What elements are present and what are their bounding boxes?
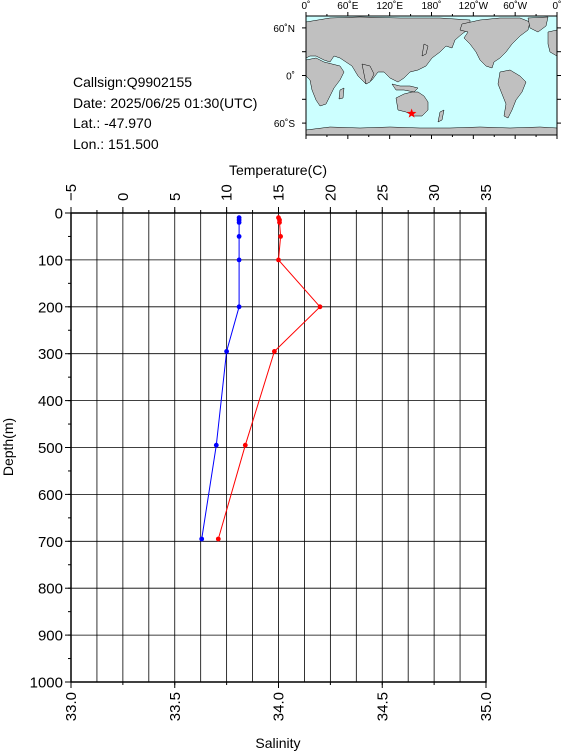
map-latitude-label: 60˚S (274, 118, 295, 130)
temperature-data-point (317, 304, 323, 310)
salinity-tick-label: 35.0 (478, 692, 495, 721)
map-longitude-label: 180˚ (421, 0, 441, 12)
temperature-axis-label: Temperature(C) (229, 162, 327, 178)
temperature-tick-label: 5 (167, 193, 184, 201)
land-europe-west (547, 29, 558, 57)
location-map: 0˚ 60˚E 120˚E 180˚ 120˚W 60˚W 0˚ 60˚N 0˚ 60˚S (273, 0, 562, 139)
salinity-tick-label: 34.0 (271, 692, 288, 721)
depth-tick-label: 200 (38, 299, 63, 316)
temperature-tick-label: −5 (63, 184, 80, 201)
depth-tick-label: 1000 (30, 675, 63, 692)
depth-tick-label: 300 (38, 346, 63, 363)
map-longitude-labels: 0˚ 60˚E 120˚E 180˚ 120˚W 60˚W 0˚ (302, 0, 562, 12)
map-longitude-label: 120˚E (376, 0, 403, 12)
chart-grid (71, 213, 486, 682)
latitude-text: Lat.: -47.970 (73, 115, 152, 131)
temperature-profile-line (217, 217, 321, 540)
depth-tick-label: 700 (38, 534, 63, 551)
land-australia (395, 91, 429, 117)
temperature-tick-label: 20 (322, 184, 339, 201)
salinity-data-point (236, 257, 242, 263)
temperature-tick-label: 25 (374, 184, 391, 201)
salinity-data-point (213, 442, 219, 448)
map-latitude-label: 60˚N (273, 23, 295, 35)
map-longitude-label: 60˚E (337, 0, 358, 12)
depth-tick-label: 400 (38, 393, 63, 410)
temperature-data-point (242, 442, 248, 448)
map-longitude-label: 0˚ (302, 0, 311, 12)
station-location-star-icon (406, 108, 417, 118)
land-antarctica (305, 126, 558, 136)
depth-tick-label: 500 (38, 440, 63, 457)
depth-tick-label: 800 (38, 581, 63, 598)
salinity-tick-label: 34.5 (374, 692, 391, 721)
depth-tick-labels: 0 100 200 300 400 500 600 700 800 900 1000 (30, 206, 71, 692)
station-info: Callsign:Q9902155 Date: 2025/06/25 01:30… (73, 72, 257, 154)
depth-tick-label: 100 (38, 252, 63, 269)
map-landmasses (305, 16, 558, 136)
salinity-data-point (236, 215, 242, 221)
temperature-data-point (276, 215, 281, 221)
land-india (361, 63, 375, 85)
chart-axes (70, 212, 487, 683)
map-longitude-label: 60˚W (503, 0, 527, 12)
temperature-tick-label: 15 (271, 184, 288, 201)
salinity-axis-label: Salinity (255, 735, 300, 751)
salinity-tick-labels: 33.0 33.5 34.0 34.5 35.0 (63, 682, 495, 721)
temperature-data-point (276, 257, 281, 263)
depth-tick-label: 900 (38, 628, 63, 645)
salinity-tick-label: 33.0 (63, 692, 80, 721)
longitude-text: Lon.: 151.500 (73, 135, 159, 152)
land-new-zealand (437, 109, 445, 123)
plot-frame (70, 212, 487, 683)
temperature-tick-label: 0 (115, 193, 132, 201)
land-indonesia (391, 83, 419, 93)
salinity-data-point (224, 349, 230, 354)
callsign-text: Callsign:Q9902155 (73, 74, 193, 90)
land-japan (421, 43, 429, 57)
map-longitude-label: 0˚ (553, 0, 562, 12)
temperature-tick-label: 35 (478, 184, 495, 201)
temperature-tick-label: 30 (426, 184, 443, 201)
land-south-america (497, 69, 527, 119)
land-africa (305, 57, 345, 107)
salinity-tick-label: 33.5 (167, 692, 184, 721)
depth-tick-label: 0 (55, 206, 63, 223)
salinity-data-point (199, 536, 205, 542)
temperature-data-point (272, 349, 277, 354)
temperature-data-point (277, 220, 282, 225)
map-frame-ticks (302, 12, 561, 139)
temperature-tick-labels: −5 0 5 10 15 20 25 30 35 (63, 184, 495, 213)
salinity-data-point (236, 220, 242, 225)
map-longitude-label: 120˚W (459, 0, 489, 12)
temperature-tick-label: 10 (219, 184, 236, 201)
depth-tick-label: 600 (38, 487, 63, 504)
land-madagascar (338, 87, 345, 100)
map-latitude-labels: 60˚N 0˚ 60˚S (273, 23, 295, 130)
temperature-data-point (215, 536, 221, 542)
depth-axis-label: Depth(m) (0, 418, 16, 476)
salinity-profile-line (201, 217, 240, 540)
land-north-america (459, 17, 531, 69)
salinity-data-point (236, 217, 242, 223)
salinity-data-point (236, 304, 242, 310)
date-text: Date: 2025/06/25 01:30(UTC) (73, 94, 258, 111)
chart-series (199, 215, 323, 542)
temperature-data-point (277, 217, 282, 223)
land-greenland (527, 16, 549, 33)
temperature-data-point (278, 234, 283, 239)
salinity-data-point (236, 234, 242, 239)
map-latitude-label: 0˚ (286, 71, 295, 83)
